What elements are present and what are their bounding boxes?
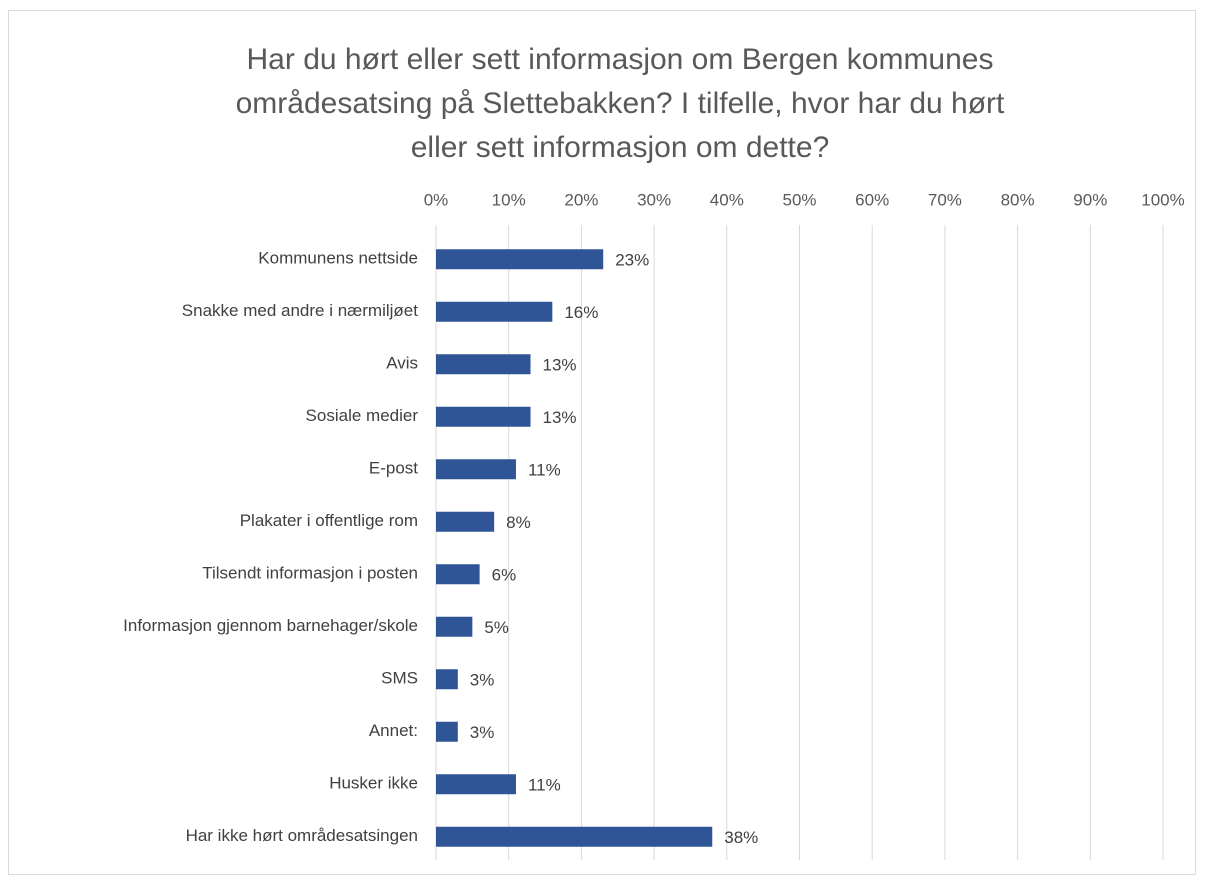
data-label: 13% bbox=[543, 356, 577, 375]
bar bbox=[436, 511, 495, 532]
bar bbox=[436, 354, 531, 375]
bar bbox=[436, 774, 516, 795]
y-tick-label: Sosiale medier bbox=[306, 406, 419, 425]
bar bbox=[436, 301, 553, 322]
x-tick-label: 10% bbox=[492, 190, 526, 209]
y-tick-label: Informasjon gjennom barnehager/skole bbox=[123, 616, 418, 635]
data-label: 13% bbox=[543, 408, 577, 427]
x-tick-label: 0% bbox=[424, 190, 449, 209]
x-tick-label: 30% bbox=[637, 190, 671, 209]
x-tick-label: 60% bbox=[855, 190, 889, 209]
data-label: 8% bbox=[506, 513, 531, 532]
y-tick-label: Har ikke hørt områdesatsingen bbox=[186, 826, 418, 845]
data-label: 16% bbox=[564, 303, 598, 322]
data-label: 38% bbox=[724, 828, 758, 847]
y-tick-label: Kommunens nettside bbox=[258, 249, 418, 268]
bar bbox=[436, 616, 473, 637]
data-label: 23% bbox=[615, 251, 649, 270]
y-tick-label: Plakater i offentlige rom bbox=[240, 511, 418, 530]
bar bbox=[436, 721, 458, 742]
data-label: 11% bbox=[528, 776, 561, 795]
x-tick-label: 50% bbox=[782, 190, 816, 209]
bar bbox=[436, 564, 480, 585]
data-label: 3% bbox=[470, 671, 495, 690]
x-tick-label: 80% bbox=[1001, 190, 1035, 209]
y-tick-label: Husker ikke bbox=[329, 774, 418, 793]
data-label: 11% bbox=[528, 461, 561, 480]
x-tick-label: 90% bbox=[1073, 190, 1107, 209]
data-label: 6% bbox=[492, 566, 517, 585]
y-tick-label: SMS bbox=[381, 669, 418, 688]
bar bbox=[436, 826, 713, 847]
x-tick-label: 40% bbox=[710, 190, 744, 209]
chart-title: Har du hørt eller sett informasjon om Be… bbox=[235, 43, 1005, 164]
bar bbox=[436, 459, 516, 480]
x-tick-label: 100% bbox=[1141, 190, 1184, 209]
x-tick-label: 20% bbox=[564, 190, 598, 209]
bar bbox=[436, 669, 458, 690]
y-tick-label: E-post bbox=[369, 459, 418, 478]
data-label: 5% bbox=[484, 618, 509, 637]
bar bbox=[436, 249, 604, 270]
y-tick-label: Avis bbox=[386, 354, 418, 373]
x-tick-label: 70% bbox=[928, 190, 962, 209]
y-tick-label: Snakke med andre i nærmiljøet bbox=[182, 301, 418, 320]
bar bbox=[436, 406, 531, 427]
chart-frame bbox=[8, 10, 1196, 875]
data-label: 3% bbox=[470, 723, 495, 742]
y-tick-label: Annet: bbox=[369, 721, 418, 740]
y-tick-label: Tilsendt informasjon i posten bbox=[202, 564, 418, 583]
